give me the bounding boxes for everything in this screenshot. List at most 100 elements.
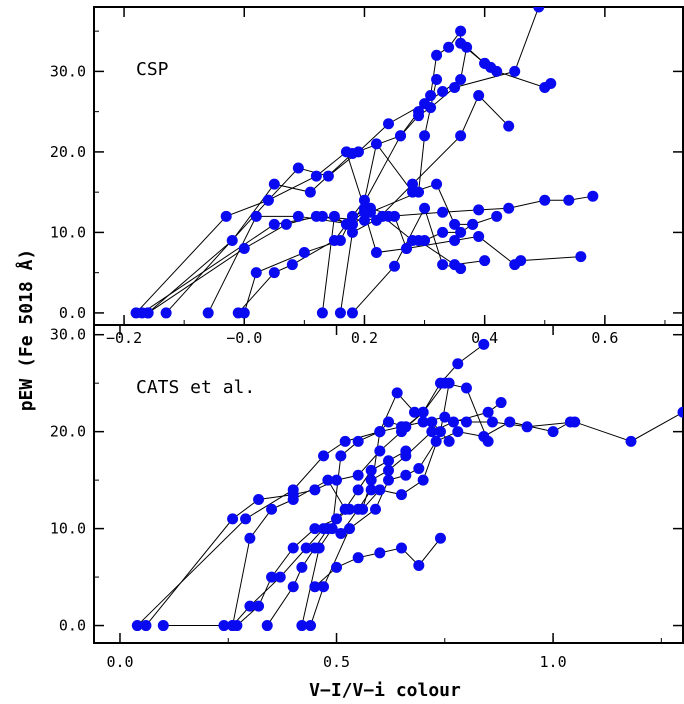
data-point bbox=[473, 204, 485, 216]
x-tick-label: 0.4 bbox=[471, 329, 498, 347]
data-point bbox=[261, 620, 273, 632]
panel-label: CSP bbox=[136, 59, 169, 80]
series-line bbox=[237, 142, 473, 314]
data-point bbox=[383, 416, 394, 428]
data-point bbox=[407, 186, 419, 198]
data-point bbox=[539, 194, 551, 206]
data-point bbox=[400, 445, 412, 457]
data-point bbox=[431, 178, 443, 190]
data-point bbox=[575, 251, 587, 263]
data-point bbox=[431, 73, 443, 85]
data-point bbox=[408, 406, 420, 418]
data-point bbox=[253, 494, 265, 506]
data-point bbox=[383, 464, 394, 476]
series-line bbox=[207, 79, 438, 314]
data-point bbox=[455, 37, 467, 49]
y-tick-label: 10.0 bbox=[50, 223, 86, 241]
data-point bbox=[331, 474, 343, 486]
panel-label: CATS et al. bbox=[136, 377, 255, 398]
data-point bbox=[226, 234, 238, 246]
data-point bbox=[370, 138, 382, 150]
data-point bbox=[358, 214, 370, 226]
x-tick-label: 0.2 bbox=[351, 329, 378, 347]
data-point bbox=[250, 267, 262, 279]
data-point bbox=[274, 571, 286, 583]
data-point bbox=[467, 218, 479, 230]
data-point bbox=[383, 118, 394, 130]
data-point bbox=[238, 307, 250, 319]
y-tick-label: 20.0 bbox=[50, 143, 86, 161]
data-point bbox=[625, 435, 637, 447]
data-point bbox=[509, 65, 521, 77]
data-point bbox=[370, 247, 382, 259]
data-point bbox=[334, 234, 346, 246]
data-point bbox=[395, 542, 407, 554]
data-point bbox=[485, 61, 497, 73]
data-point bbox=[365, 464, 377, 476]
data-point bbox=[443, 41, 455, 53]
data-point bbox=[455, 73, 467, 85]
data-point bbox=[473, 230, 485, 242]
data-point bbox=[479, 255, 491, 267]
data-point bbox=[365, 484, 377, 496]
data-point bbox=[286, 259, 298, 271]
data-point bbox=[280, 218, 292, 230]
data-point bbox=[318, 581, 330, 593]
data-point bbox=[231, 620, 243, 632]
data-point bbox=[240, 513, 252, 525]
data-point bbox=[142, 307, 154, 319]
data-point bbox=[340, 218, 352, 230]
data-point bbox=[287, 581, 299, 593]
data-point bbox=[400, 469, 412, 481]
data-point bbox=[395, 421, 407, 433]
data-point bbox=[473, 90, 485, 102]
data-point bbox=[413, 462, 425, 474]
data-point bbox=[413, 110, 425, 122]
data-point bbox=[486, 416, 498, 428]
data-point bbox=[391, 387, 403, 399]
data-point bbox=[357, 503, 369, 515]
data-point bbox=[374, 484, 386, 496]
data-point bbox=[292, 162, 304, 174]
series-line bbox=[339, 215, 497, 313]
data-point bbox=[389, 210, 401, 222]
data-point bbox=[374, 445, 386, 457]
data-point bbox=[352, 435, 364, 447]
data-point bbox=[407, 234, 419, 246]
data-point bbox=[587, 190, 599, 202]
x-tick-label: 1.0 bbox=[540, 653, 567, 671]
data-point bbox=[425, 102, 437, 114]
data-point bbox=[304, 186, 316, 198]
data-point bbox=[298, 247, 310, 259]
data-point bbox=[437, 226, 449, 238]
data-point bbox=[313, 542, 325, 554]
data-point bbox=[316, 307, 328, 319]
data-point bbox=[449, 218, 461, 230]
data-point bbox=[430, 435, 442, 447]
data-point bbox=[495, 397, 507, 409]
data-point bbox=[268, 267, 280, 279]
data-point bbox=[322, 474, 334, 486]
data-point bbox=[218, 620, 230, 632]
data-point bbox=[268, 178, 280, 190]
data-point bbox=[401, 243, 413, 255]
data-point bbox=[244, 532, 256, 544]
data-point bbox=[417, 416, 429, 428]
data-point bbox=[425, 90, 437, 102]
data-point bbox=[437, 86, 449, 98]
plot-area bbox=[131, 338, 683, 632]
plot-frame bbox=[93, 6, 684, 326]
data-point bbox=[262, 194, 274, 206]
x-tick-label: −0.0 bbox=[226, 329, 262, 347]
data-point bbox=[547, 426, 559, 438]
data-point bbox=[491, 210, 503, 222]
data-point bbox=[335, 527, 347, 539]
data-point bbox=[376, 210, 388, 222]
data-point bbox=[564, 416, 576, 428]
data-point bbox=[383, 455, 394, 467]
series-line bbox=[135, 46, 552, 314]
data-point bbox=[352, 552, 364, 564]
data-point bbox=[287, 494, 299, 506]
data-point bbox=[346, 307, 358, 319]
